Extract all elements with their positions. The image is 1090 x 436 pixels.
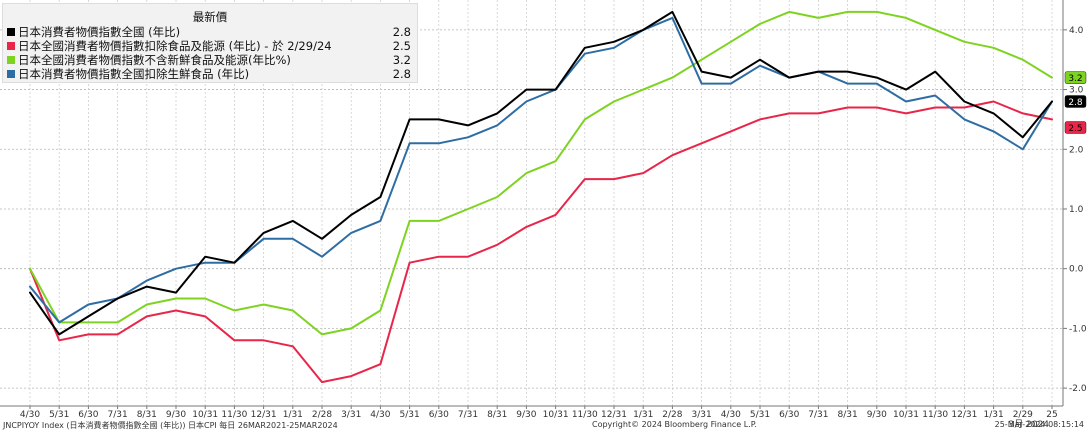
x-tick-label: 12/31 (601, 410, 627, 420)
last-value-tag (1064, 71, 1087, 84)
legend-swatch (7, 70, 15, 78)
y-tick-label: 0.0 (1069, 265, 1084, 275)
last-value-tag-text: 2.8 (1068, 98, 1083, 108)
y-tick-label: 4.0 (1069, 26, 1084, 36)
last-value-tag (1064, 95, 1087, 108)
legend-value: 2.8 (392, 25, 411, 39)
legend-value: 2.8 (392, 67, 411, 81)
tag-layer: 3.2 2.8 2.5 (1064, 71, 1087, 134)
x-tick-label: 5/31 (49, 410, 69, 420)
series-line-0 (29, 10, 1053, 336)
legend-header: 最新價 (192, 10, 228, 24)
x-tick-label: 4/30 (721, 410, 741, 420)
x-tick-label: 8/31 (137, 410, 157, 420)
x-tick-label: 6/30 (78, 410, 98, 420)
last-value-tag-text: 3.2 (1068, 74, 1082, 84)
y-tick-label: 1.0 (1069, 205, 1084, 215)
x-tick-label: 7/31 (458, 410, 478, 420)
last-value-tag (1064, 121, 1087, 134)
y-tick-label: 3.0 (1069, 86, 1084, 96)
x-tick-label: 8/31 (837, 410, 857, 420)
legend-item: 日本全國消費者物價指數扣除食品及能源 (年比) - 於 2/29/24 2.5 (7, 39, 411, 53)
x-tick-label: 8/31 (487, 410, 507, 420)
x-tick-label: 10/31 (543, 410, 569, 420)
x-tick-label: 9/30 (166, 410, 186, 420)
x-tick-label: 11/30 (572, 410, 598, 420)
legend-swatch (7, 28, 15, 36)
x-tick-label: 1/31 (633, 410, 653, 420)
x-tick-label: 3/31 (341, 410, 361, 420)
x-tick-label: 10/31 (192, 410, 218, 420)
legend-label: 日本消費者物價指數全國 (年比) (18, 25, 181, 39)
footer-source: JNCPIYOY Index (日本消費者物價指數全國 (年比)) 日本CPI … (3, 421, 338, 430)
legend-item: 日本全國消費者物價指數不含新鮮食品及能源(年比%) 3.2 (7, 53, 411, 67)
x-tick-label: 6/30 (779, 410, 799, 420)
x-tick-label: 2/28 (312, 410, 332, 420)
x-tick-label: 12/31 (951, 410, 977, 420)
y-tick-label: 2.0 (1069, 145, 1084, 155)
x-tick-label: 11/30 (221, 410, 247, 420)
x-tick-label: 7/31 (808, 410, 828, 420)
x-tick-label: 1/31 (983, 410, 1003, 420)
series-layer (29, 10, 1053, 384)
legend-item: 日本消費者物價指數全國扣除生鮮食品 (年比) 2.8 (7, 67, 411, 81)
x-tick-label: 5/31 (750, 410, 770, 420)
x-tick-label: 11/30 (922, 410, 948, 420)
legend-label: 日本全國消費者物價指數不含新鮮食品及能源(年比%) (18, 53, 291, 67)
x-tick-label: 25 (1046, 410, 1057, 420)
x-tick-label: 4/30 (20, 410, 40, 420)
legend-value: 3.2 (392, 53, 411, 67)
x-tick-label: 1/31 (283, 410, 303, 420)
x-tick-label: 2/28 (662, 410, 682, 420)
x-tick-label: 4/30 (370, 410, 390, 420)
x-tick-label: 7/31 (107, 410, 127, 420)
legend-label: 日本全國消費者物價指數扣除食品及能源 (年比) - 於 2/29/24 (18, 39, 332, 53)
x-tick-label: 5/31 (399, 410, 419, 420)
legend-item: 日本消費者物價指數全國 (年比) 2.8 (7, 25, 411, 39)
legend-label: 日本消費者物價指數全國扣除生鮮食品 (年比) (18, 67, 250, 81)
x-tick-label: 6/30 (429, 410, 449, 420)
last-value-tag-text: 2.5 (1068, 124, 1082, 134)
x-tick-label: 2/29 (1013, 410, 1033, 420)
x-tick-label: 12/31 (251, 410, 277, 420)
x-extra-label: 3月 2024 (1009, 419, 1050, 430)
legend-swatch (7, 56, 15, 64)
series-line-2 (29, 10, 1053, 336)
footer-timestamp: 25-Mar-2024 08:15:14 (994, 420, 1084, 429)
y-tick-label: -1.0 (1069, 324, 1087, 334)
x-tick-label: 9/30 (867, 410, 887, 420)
x-tick-label: 3/31 (691, 410, 711, 420)
y-tick-label: -2.0 (1069, 384, 1087, 394)
series-line-1 (29, 100, 1053, 384)
x-tick-label: 10/31 (893, 410, 919, 420)
x-tick-label: 9/30 (516, 410, 536, 420)
footer-copyright: Copyright© 2024 Bloomberg Finance L.P. (592, 420, 757, 429)
legend-swatch (7, 42, 15, 50)
legend-value: 2.5 (392, 39, 411, 53)
legend: 最新價 日本消費者物價指數全國 (年比) 2.8 日本全國消費者物價指數扣除食品… (2, 3, 418, 83)
